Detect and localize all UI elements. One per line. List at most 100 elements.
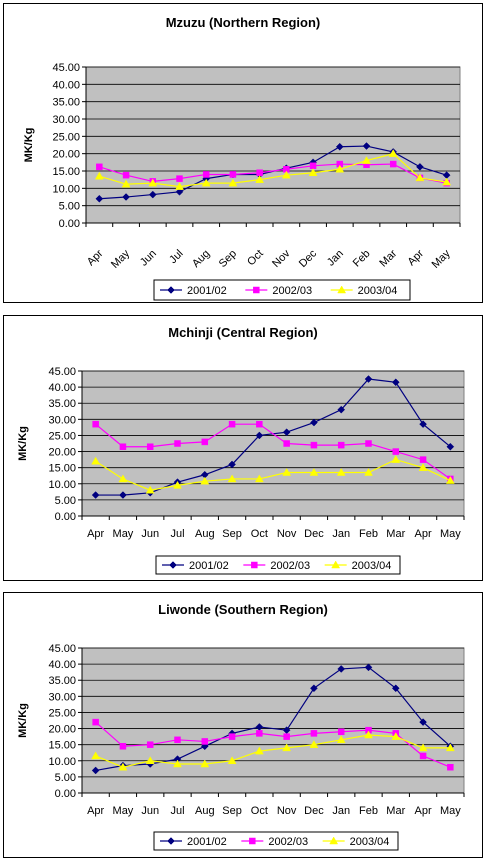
- data-point-2002/03: [146, 741, 154, 748]
- data-point-2003/04: [308, 168, 318, 176]
- data-point-2003/04: [388, 149, 398, 157]
- data-point-2003/04: [282, 467, 292, 476]
- x-tick-label: Oct: [245, 248, 266, 269]
- data-point-2002/03: [256, 169, 263, 176]
- x-tick-label: Apr: [415, 805, 432, 817]
- y-tick-label: 40.00: [48, 659, 76, 671]
- data-point-2002/03: [309, 162, 317, 170]
- y-tick-label: 30.00: [48, 414, 76, 426]
- series-line-2003/04: [95, 458, 451, 491]
- data-point-2003/04: [391, 732, 401, 740]
- x-tick-label: Sep: [222, 528, 242, 540]
- data-point-2003/04: [145, 485, 155, 494]
- data-point-2003/04: [445, 743, 455, 752]
- data-point-2001/02: [310, 418, 318, 427]
- data-point-2003/04: [118, 762, 128, 771]
- data-point-2002/03: [202, 171, 210, 178]
- legend-label: 2003/04: [350, 836, 390, 848]
- data-point-2003/04: [173, 759, 182, 768]
- data-point-2003/04: [173, 480, 182, 489]
- data-point-2001/02: [310, 684, 318, 693]
- y-tick-label: 20.00: [48, 447, 76, 459]
- data-point-2003/04: [228, 178, 238, 187]
- chart-panel-north: Mzuzu (Northern Region) 0.00 5.00 10.00 15.0…: [3, 3, 483, 303]
- x-tick-label: May: [430, 247, 454, 271]
- data-point-2001/02: [419, 718, 427, 726]
- data-point-2001/02: [91, 491, 100, 499]
- legend-label: 2001/02: [187, 836, 227, 848]
- chart-title: Liwonde (Southern Region): [158, 602, 328, 617]
- data-point-2003/04: [227, 474, 237, 483]
- data-point-2001/02: [391, 378, 400, 387]
- data-point-2003/04: [91, 456, 101, 465]
- y-tick-label: 0.00: [55, 511, 76, 523]
- legend-marker: [329, 836, 339, 845]
- y-tick-label: 25.00: [48, 430, 76, 442]
- data-point-2003/04: [118, 474, 128, 483]
- chart-title: Mzuzu (Northern Region): [166, 15, 321, 30]
- x-tick-label: Apr: [87, 805, 104, 817]
- y-tick-label: 30.00: [48, 691, 76, 703]
- data-point-2001/02: [337, 405, 346, 414]
- x-tick-label: Dec: [304, 805, 324, 817]
- x-tick-label: Aug: [195, 805, 215, 817]
- data-point-2002/03: [228, 733, 236, 740]
- data-point-2003/04: [336, 735, 346, 744]
- series-line-2003/04: [95, 734, 451, 768]
- y-tick-label: 35.00: [52, 97, 80, 109]
- y-axis-label: MK/Kg: [17, 703, 29, 738]
- data-point-2002/03: [122, 171, 130, 179]
- data-point-2002/03: [310, 730, 318, 737]
- legend-marker: [167, 286, 175, 294]
- x-tick-label: Feb: [359, 805, 378, 817]
- data-point-2003/04: [364, 730, 373, 739]
- data-point-2003/04: [94, 171, 104, 180]
- data-point-2001/02: [446, 442, 455, 451]
- x-tick-label: Aug: [190, 248, 212, 270]
- legend-box: [153, 279, 411, 301]
- x-tick-label: Jan: [332, 528, 350, 540]
- x-tick-label: May: [440, 528, 461, 540]
- series-line-2002/03: [95, 423, 451, 480]
- data-point-2001/02: [364, 663, 373, 672]
- data-point-2001/02: [364, 375, 373, 383]
- data-point-2002/03: [365, 440, 372, 447]
- y-axis-label: MK/Kg: [17, 426, 29, 461]
- chart-liwonde: Liwonde (Southern Region) 0.00 5.00 10.00 15…: [17, 602, 465, 851]
- data-point-2002/03: [337, 728, 345, 736]
- data-point-2002/03: [201, 438, 209, 446]
- data-point-2003/04: [442, 177, 452, 186]
- data-point-2001/02: [175, 187, 184, 196]
- chart-panel-south: Liwonde (Southern Region) 0.00 5.00 10.00 15…: [3, 592, 483, 858]
- x-tick-label: May: [113, 805, 134, 817]
- data-point-2002/03: [176, 175, 183, 182]
- data-point-2002/03: [283, 440, 290, 447]
- plot-area: [81, 647, 465, 794]
- legend-label: 2002/03: [270, 560, 310, 572]
- y-tick-label: 45.00: [48, 643, 76, 655]
- x-tick-label: Nov: [270, 247, 293, 270]
- x-tick-label: Jul: [170, 805, 184, 817]
- data-point-2002/03: [256, 730, 263, 737]
- x-tick-label: Oct: [251, 528, 268, 540]
- legend-marker: [331, 560, 341, 569]
- y-tick-label: 10.00: [52, 183, 80, 195]
- data-point-2001/02: [228, 460, 236, 469]
- legend-label: 2001/02: [187, 285, 227, 297]
- data-point-2003/04: [418, 743, 428, 752]
- data-point-2001/02: [337, 665, 346, 673]
- x-tick-label: Jun: [138, 248, 159, 269]
- y-tick-label: 10.00: [48, 479, 76, 491]
- x-tick-label: Jul: [167, 248, 185, 266]
- data-point-2002/03: [389, 160, 397, 168]
- data-point-2003/04: [336, 467, 346, 476]
- data-point-2003/04: [282, 743, 292, 752]
- data-point-2002/03: [419, 752, 427, 760]
- y-tick-label: 0.00: [59, 218, 80, 230]
- data-point-2003/04: [391, 455, 401, 463]
- data-point-2003/04: [91, 751, 101, 760]
- x-tick-label: Dec: [297, 247, 320, 270]
- data-point-2002/03: [310, 441, 318, 449]
- data-point-2002/03: [201, 738, 209, 745]
- data-point-2002/03: [229, 171, 237, 178]
